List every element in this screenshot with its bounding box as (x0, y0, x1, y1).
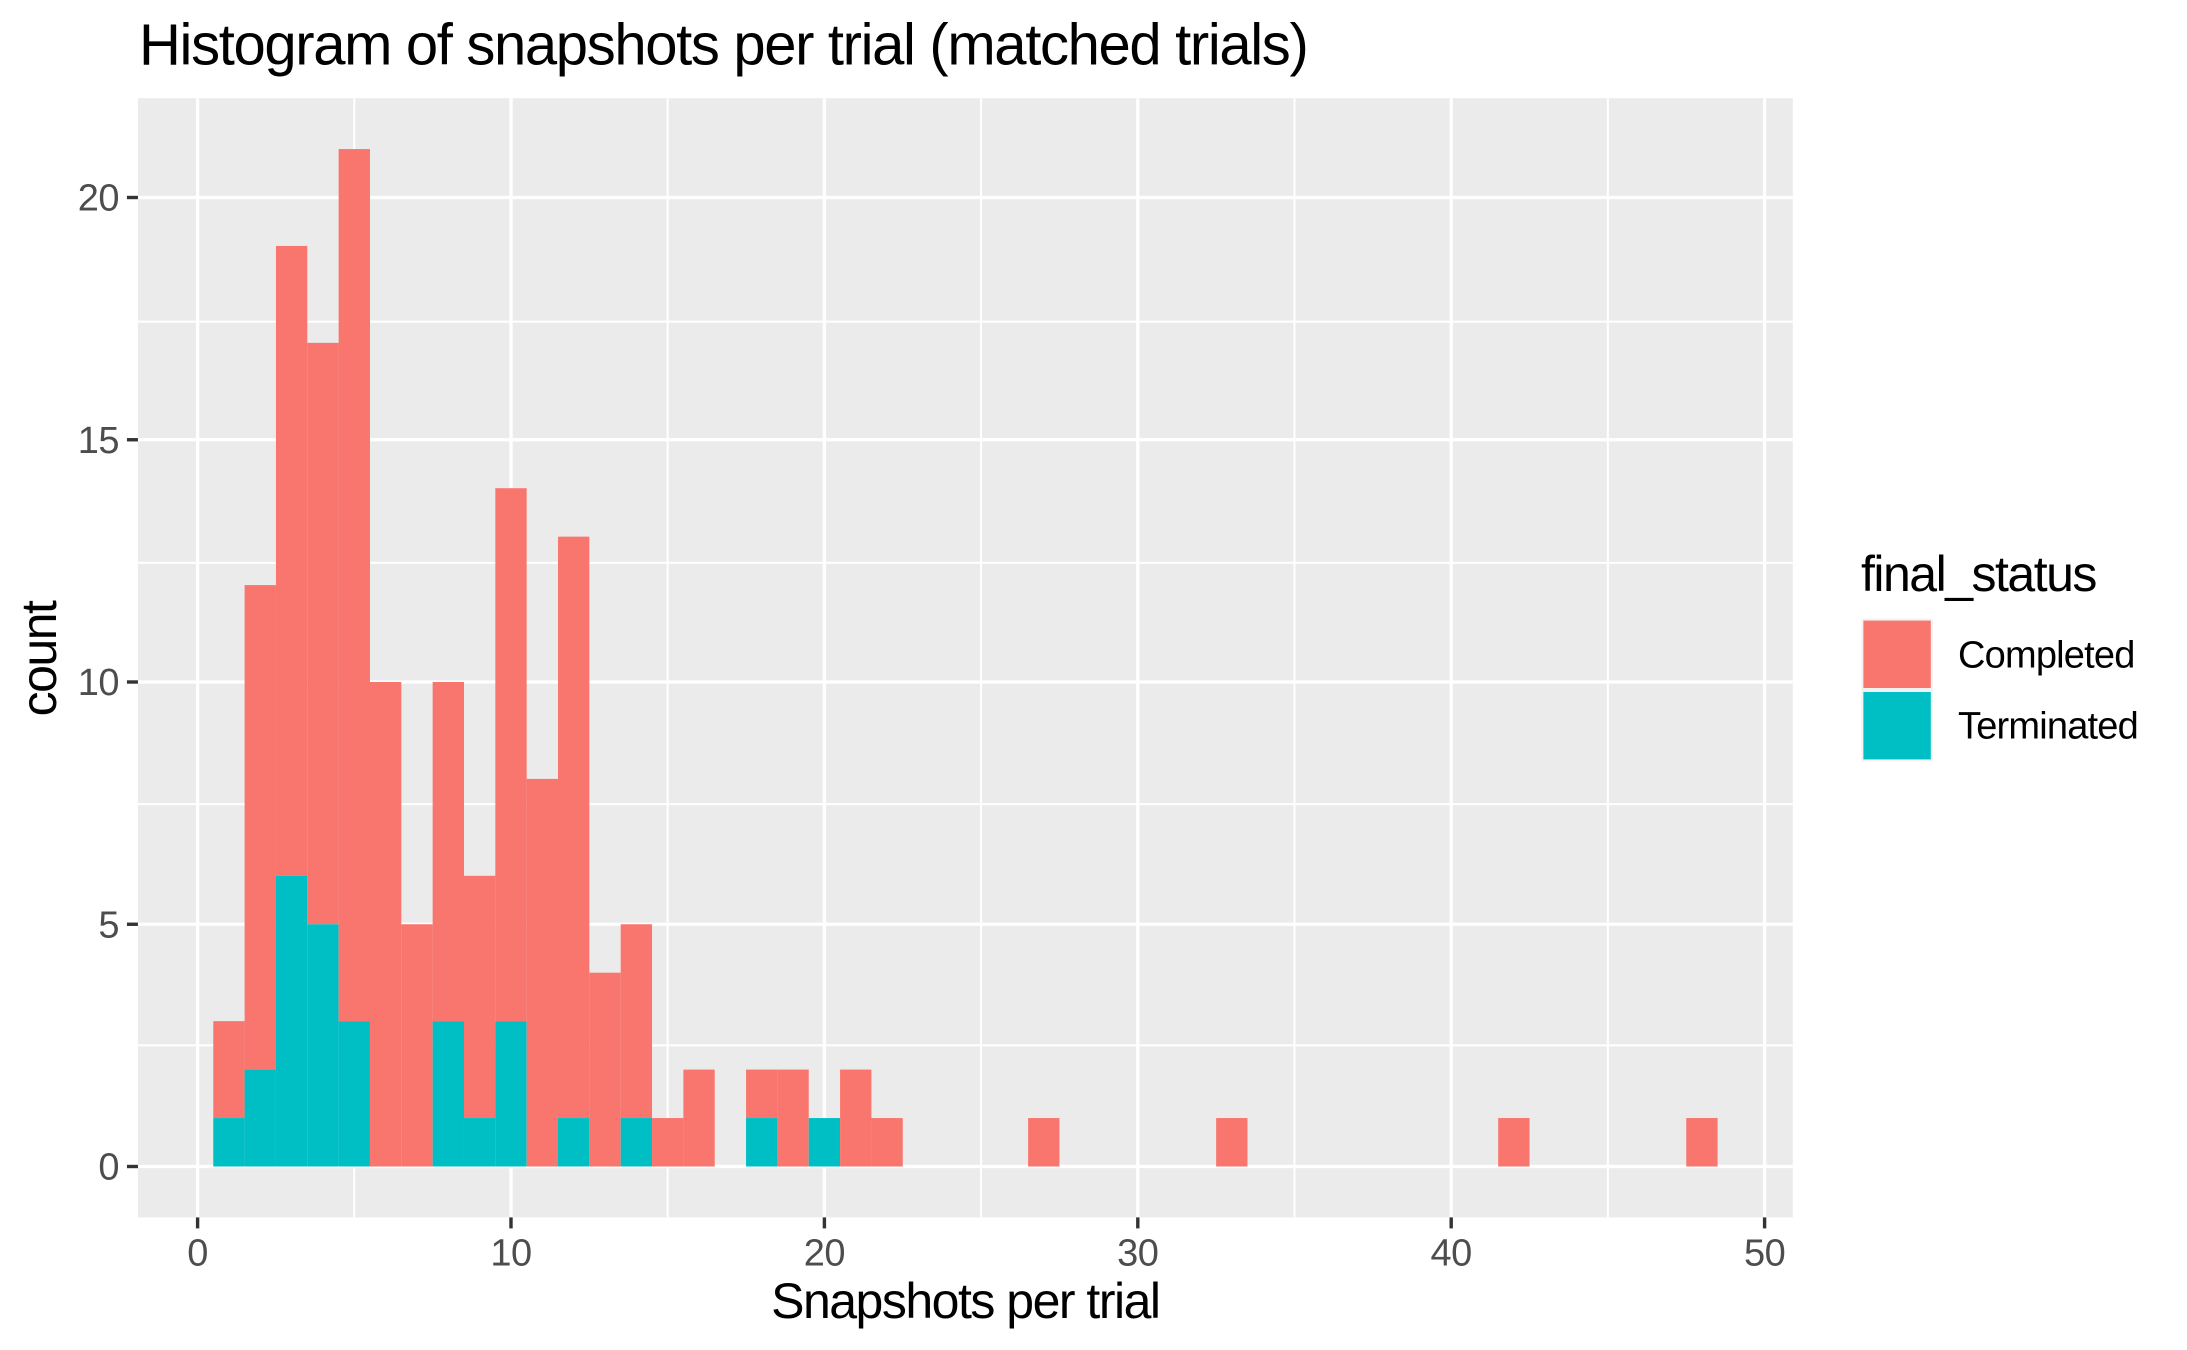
svg-text:Terminated: Terminated (1958, 706, 2138, 748)
svg-text:20: 20 (804, 1233, 845, 1275)
svg-text:10: 10 (490, 1233, 531, 1275)
svg-text:final_status: final_status (1861, 546, 2096, 602)
svg-text:40: 40 (1431, 1233, 1472, 1275)
svg-text:Completed: Completed (1958, 634, 2135, 676)
svg-text:count: count (11, 600, 67, 716)
svg-text:30: 30 (1117, 1233, 1158, 1275)
svg-text:20: 20 (78, 178, 119, 220)
svg-text:Snapshots per trial: Snapshots per trial (771, 1273, 1159, 1329)
svg-text:5: 5 (98, 904, 119, 946)
svg-text:0: 0 (98, 1147, 119, 1189)
svg-text:Histogram of snapshots per tri: Histogram of snapshots per trial (matche… (139, 13, 1307, 78)
svg-text:10: 10 (78, 662, 119, 704)
svg-text:15: 15 (78, 420, 119, 462)
svg-text:50: 50 (1744, 1233, 1785, 1275)
svg-text:0: 0 (187, 1233, 208, 1275)
